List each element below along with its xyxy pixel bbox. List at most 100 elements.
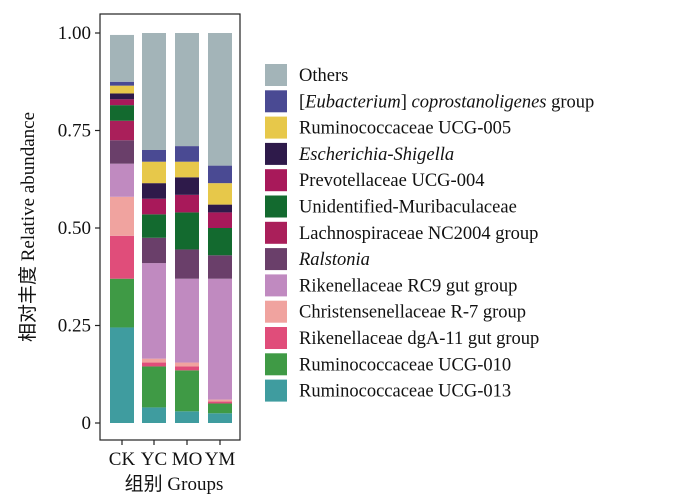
bar-segment-ck-1 [110,278,134,328]
bar-segment-mo-4 [175,278,199,363]
bar-segment-yc-11 [142,150,166,162]
legend-swatch [265,274,287,297]
bar-segment-mo-2 [175,366,199,371]
legend-label: Unidentified-Muribaculaceae [299,198,517,218]
x-tick-label: MO [172,449,203,470]
bar-segment-ck-10 [110,85,134,94]
bar-segment-ck-2 [110,235,134,279]
bar-segment-yc-7 [142,214,166,238]
bar-segment-mo-5 [175,249,199,279]
legend-label: Prevotellaceae UCG-004 [299,171,484,191]
bar-segment-ym-0 [208,413,232,423]
bar-segment-mo-0 [175,411,199,423]
bar-segment-ym-12 [208,33,232,166]
bar-segment-mo-11 [175,146,199,162]
x-axis-title: 组别 Groups [125,473,224,495]
x-axis-title-en: Groups [167,474,223,495]
bar-segment-ck-11 [110,81,134,86]
legend-label: Others [299,66,348,86]
bar-segment-yc-4 [142,263,166,359]
bar-segment-mo-3 [175,362,199,367]
legend-label: Rikenellaceae dgA-11 gut group [299,329,539,349]
legend: Others [Eubacterium] coprostanoligenes gr… [265,64,594,402]
x-tick-label: CK [109,449,136,470]
legend-swatch [265,142,287,165]
legend-swatch [265,327,287,349]
legend-label-part: coprostanoligenes [412,92,547,112]
y-tick-label: 0 [82,413,92,434]
bar-segment-ym-10 [208,183,232,205]
y-tick-label: 0.50 [58,218,91,239]
bar-segment-ym-1 [208,403,232,414]
bar-segment-mo-9 [175,177,199,195]
bar-segment-ym-5 [208,255,232,279]
bar-segment-ym-2 [208,401,232,404]
bar-segment-ck-12 [110,34,134,82]
bar-segment-mo-12 [175,33,199,147]
x-axis: CK YC MO YM [109,440,236,470]
bar-segment-yc-8 [142,198,166,215]
legend-swatch [265,116,287,139]
bars-layer [110,33,232,423]
bar-segment-ck-5 [110,140,134,164]
bar-segment-yc-3 [142,358,166,363]
x-axis-title-zh: 组别 [125,473,168,495]
y-axis: 0 0.25 0.50 0.75 1.00 [58,23,100,434]
legend-swatch [265,169,287,192]
legend-label: [Eubacterium] coprostanoligenes group [299,92,594,112]
bar-segment-yc-1 [142,366,166,408]
x-tick-label: YC [141,449,167,470]
y-axis-title-en: Relative abundance [18,112,39,261]
y-axis-title: 相对丰度 Relative abundance [17,112,39,342]
legend-label: Ruminococcaceae UCG-005 [299,119,511,139]
legend-swatch [265,90,287,113]
legend-swatch [265,248,287,271]
legend-label-part: ] [401,92,412,112]
bar-segment-mo-7 [175,212,199,250]
bar-segment-ym-11 [208,165,232,184]
bar-segment-ym-3 [208,399,232,402]
legend-label: Ruminococcaceae UCG-010 [299,355,511,375]
bar-segment-ck-9 [110,93,134,100]
bar-segment-yc-5 [142,237,166,264]
bar-segment-ck-6 [110,120,134,141]
legend-swatch [265,300,287,323]
bar-segment-yc-10 [142,161,166,184]
legend-swatch [265,379,287,402]
bar-segment-ck-7 [110,105,134,121]
bar-segment-mo-10 [175,161,199,178]
bar-segment-ck-0 [110,327,134,423]
x-tick-label: YM [205,449,236,470]
bar-segment-ck-4 [110,163,134,197]
bar-segment-ck-8 [110,99,134,106]
legend-label: Christensenellaceae R-7 group [299,303,526,323]
bar-segment-ym-4 [208,278,232,400]
legend-swatch [265,64,287,86]
y-tick-label: 0.75 [58,121,91,142]
legend-swatch [265,353,287,376]
bar-segment-mo-1 [175,370,199,412]
bar-segment-ym-8 [208,212,232,228]
axis-titles: 相对丰度 Relative abundance 组别 Groups [17,112,223,495]
legend-label: Ruminococcaceae UCG-013 [299,382,511,402]
bar-segment-yc-12 [142,33,166,150]
bar-segment-yc-0 [142,407,166,423]
bar-segment-ck-3 [110,196,134,236]
bar-segment-yc-9 [142,183,166,199]
legend-label: Lachnospiraceae NC2004 group [299,224,538,244]
bar-segment-yc-2 [142,362,166,367]
y-tick-label: 0.25 [58,316,91,337]
legend-label: Ralstonia [298,250,370,270]
legend-swatch [265,221,287,244]
legend-swatch [265,195,287,218]
bar-segment-ym-9 [208,204,232,213]
legend-label: Rikenellaceae RC9 gut group [299,276,517,296]
plot-panel-border [99,13,241,441]
legend-label-part: group [547,92,595,112]
legend-label-part: Eubacterium [304,92,401,112]
bar-segment-ym-7 [208,228,232,256]
y-axis-title-zh: 相对丰度 [17,261,39,342]
legend-label: Escherichia-Shigella [298,145,454,165]
legend-label-part: [ [299,92,305,112]
